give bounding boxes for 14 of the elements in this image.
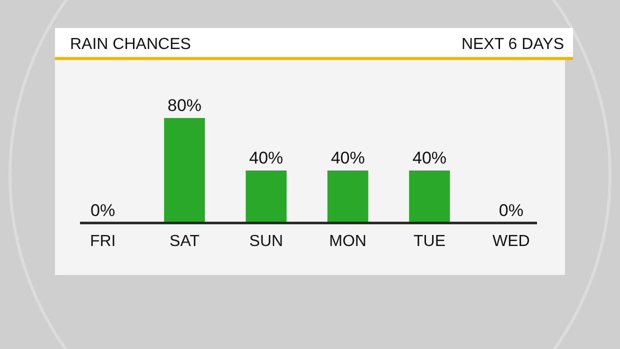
x-tick-label: MON — [329, 233, 366, 250]
chart-title: RAIN CHANCES — [70, 36, 191, 53]
data-label: 40% — [412, 148, 447, 168]
x-tick-label: SUN — [249, 233, 284, 250]
x-tick-label: TUE — [414, 233, 446, 250]
data-label: 80% — [167, 96, 202, 115]
data-label: 0% — [90, 201, 116, 220]
x-tick-label: WED — [492, 233, 530, 250]
chart-subtitle: NEXT 6 DAYS — [461, 36, 564, 53]
data-label: 40% — [330, 148, 365, 168]
x-tick-label: SAT — [170, 233, 200, 250]
data-label: 40% — [249, 148, 284, 168]
data-label: 0% — [498, 201, 524, 220]
x-tick-label: FRI — [90, 233, 116, 250]
